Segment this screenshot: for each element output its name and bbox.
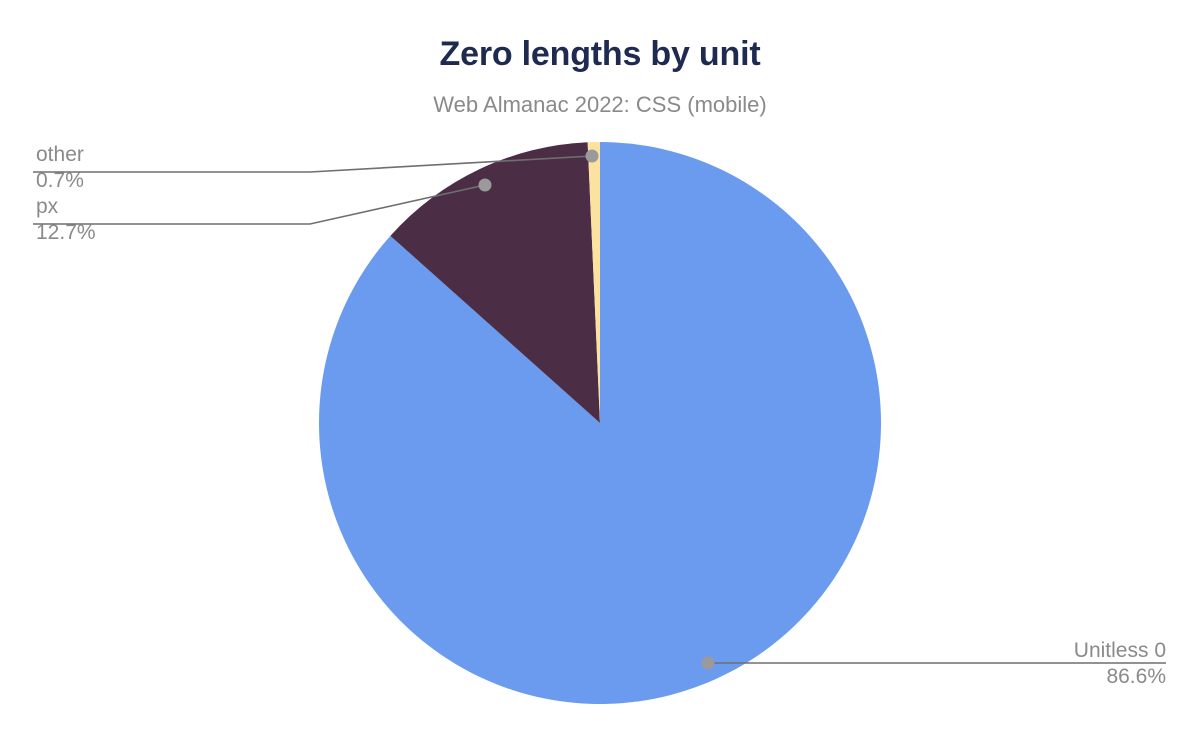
leader-dot-px [478,178,492,192]
pie-label-unitless-0-value: 86.6% [1106,665,1166,688]
pie-label-other-value: 0.7% [36,169,84,192]
chart-subtitle: Web Almanac 2022: CSS (mobile) [433,92,767,117]
pie-slice-other[interactable] [587,142,600,423]
leader-dot-unitless-0 [701,656,715,670]
pie-label-px-value: 12.7% [36,221,96,244]
pie-label-unitless-0-name: Unitless 0 [1073,639,1166,662]
leader-line-other [33,155,593,173]
pie-label-px-name: px [36,195,59,218]
pie-label-unitless-0: Unitless 0 86.6% [1074,638,1166,690]
pie-label-other-name: other [36,143,84,166]
pie-label-px: px 12.7% [36,194,96,246]
pie-label-other: other 0.7% [36,142,84,194]
pie-slice-px[interactable] [390,142,600,423]
leader-line-px [33,184,486,225]
leader-dot-other [585,149,599,163]
pie-slice-unitless-0[interactable] [318,142,881,704]
page-title: Zero lengths by unit [439,35,761,73]
